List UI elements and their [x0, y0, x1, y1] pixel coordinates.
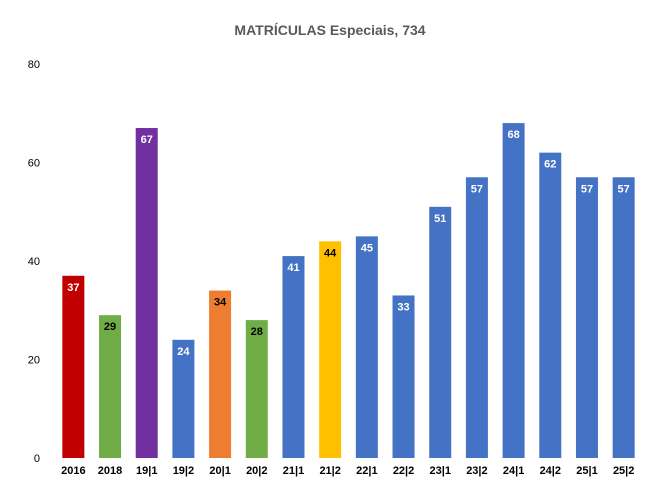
y-tick-label: 20: [28, 355, 40, 367]
bar: [465, 177, 488, 458]
bar: [172, 339, 195, 458]
bar: [245, 320, 268, 458]
bars: [62, 123, 635, 458]
data-label: 41: [287, 262, 299, 274]
x-tick-label: 23|1: [430, 465, 451, 477]
x-tick-label: 22|1: [356, 465, 377, 477]
bar: [539, 152, 562, 458]
y-tick-label: 0: [34, 453, 40, 465]
data-label: 68: [507, 129, 519, 141]
chart-title: MATRÍCULAS Especiais, 734: [234, 22, 426, 38]
x-tick-label: 21|2: [319, 465, 340, 477]
y-tick-label: 60: [28, 158, 40, 170]
x-tick-label: 19|2: [173, 465, 194, 477]
data-label: 45: [361, 242, 373, 254]
bar: [612, 177, 635, 458]
x-tick-label: 19|1: [136, 465, 157, 477]
bar: [62, 275, 85, 458]
x-tick-label: 24|1: [503, 465, 524, 477]
data-label: 33: [397, 301, 409, 313]
bar: [392, 295, 415, 458]
data-label: 37: [67, 282, 79, 294]
bar: [209, 290, 232, 458]
y-tick-label: 40: [28, 256, 40, 268]
data-label: 51: [434, 213, 446, 225]
bar: [355, 236, 378, 458]
x-axis-labels: 2016 2018 19|1 19|2 20|1 20|2 21|1 21|2 22|1 22|2…: [61, 465, 634, 477]
bar: [502, 123, 525, 458]
data-label: 34: [214, 297, 227, 309]
data-label: 29: [104, 321, 116, 333]
y-axis-ticks: 0 20 40 60 80: [28, 59, 40, 465]
bar: [319, 241, 342, 458]
x-tick-label: 23|2: [466, 465, 487, 477]
x-tick-label: 24|2: [540, 465, 561, 477]
bar: [99, 315, 122, 458]
x-tick-label: 2018: [98, 465, 122, 477]
x-tick-label: 22|2: [393, 465, 414, 477]
data-label: 24: [177, 346, 190, 358]
data-label: 44: [324, 247, 337, 259]
bar: [282, 256, 305, 458]
bar: [575, 177, 598, 458]
x-tick-label: 21|1: [283, 465, 304, 477]
data-label: 57: [581, 183, 593, 195]
x-tick-label: 20|1: [209, 465, 230, 477]
data-label: 57: [471, 183, 483, 195]
bar: [429, 206, 452, 458]
data-label: 67: [141, 134, 153, 146]
x-tick-label: 20|2: [246, 465, 267, 477]
data-labels: 37 29 67 24 34 28 41 44 45 33 51 57 68 62 57 57: [67, 129, 630, 358]
data-label: 28: [251, 326, 263, 338]
x-tick-label: 2016: [61, 465, 85, 477]
x-tick-label: 25|1: [576, 465, 597, 477]
bar: [135, 128, 158, 458]
x-tick-label: 25|2: [613, 465, 634, 477]
data-label: 62: [544, 159, 556, 171]
data-label: 57: [618, 183, 630, 195]
y-tick-label: 80: [28, 59, 40, 71]
